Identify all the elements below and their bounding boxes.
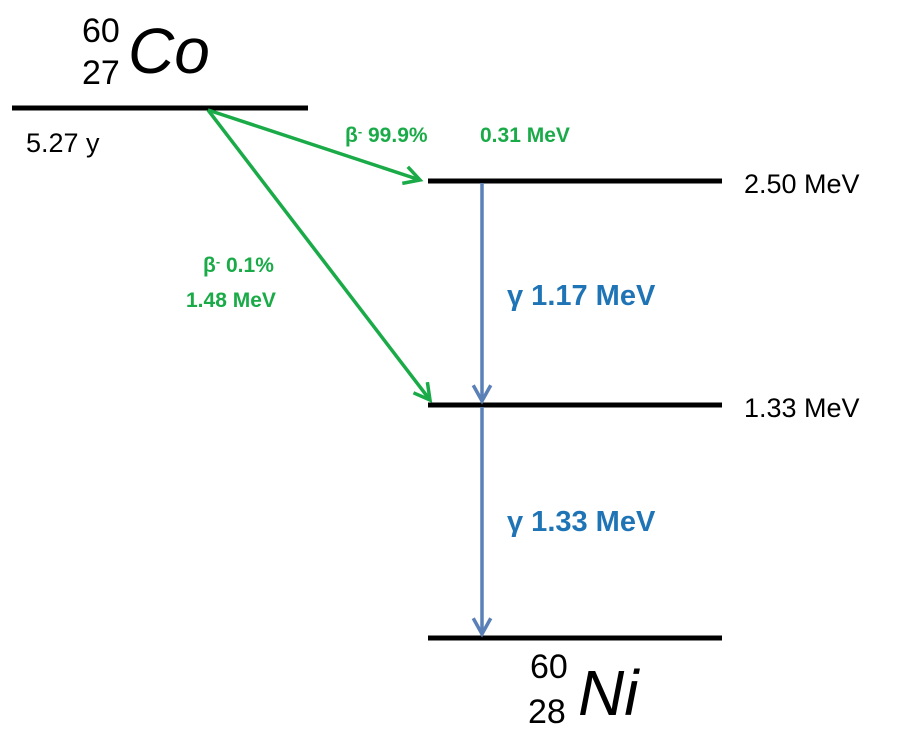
parent-mass-number: 60: [82, 12, 120, 50]
level-energy-2-50: 2.50 MeV: [744, 169, 860, 199]
beta-main-sup: -: [357, 124, 363, 140]
beta-main-label: β- 99.9%: [345, 124, 428, 148]
daughter-mass-number: 60: [530, 648, 568, 686]
daughter-symbol: Ni: [578, 657, 639, 729]
beta-main-symbol: β: [345, 124, 358, 147]
beta-minor-label: β- 0.1%: [203, 254, 274, 278]
beta-minor-sup: -: [215, 254, 221, 270]
beta-main-energy: 0.31 MeV: [480, 124, 570, 147]
gamma-1-label: γ 1.17 MeV: [507, 280, 656, 312]
beta-arrow-main: [207, 108, 420, 180]
beta-minor-symbol: β: [203, 254, 216, 277]
beta-minor-energy: 1.48 MeV: [186, 289, 276, 312]
parent-symbol: Co: [128, 15, 210, 87]
gamma-2-label: γ 1.33 MeV: [507, 506, 656, 538]
beta-arrow-minor: [206, 108, 430, 400]
daughter-atomic-number: 28: [528, 693, 566, 731]
parent-atomic-number: 27: [82, 54, 120, 92]
beta-main-branch: 99.9%: [362, 124, 428, 147]
parent-half-life: 5.27 y: [26, 128, 100, 158]
level-energy-1-33: 1.33 MeV: [744, 393, 860, 423]
beta-minor-branch: 0.1%: [220, 254, 274, 277]
